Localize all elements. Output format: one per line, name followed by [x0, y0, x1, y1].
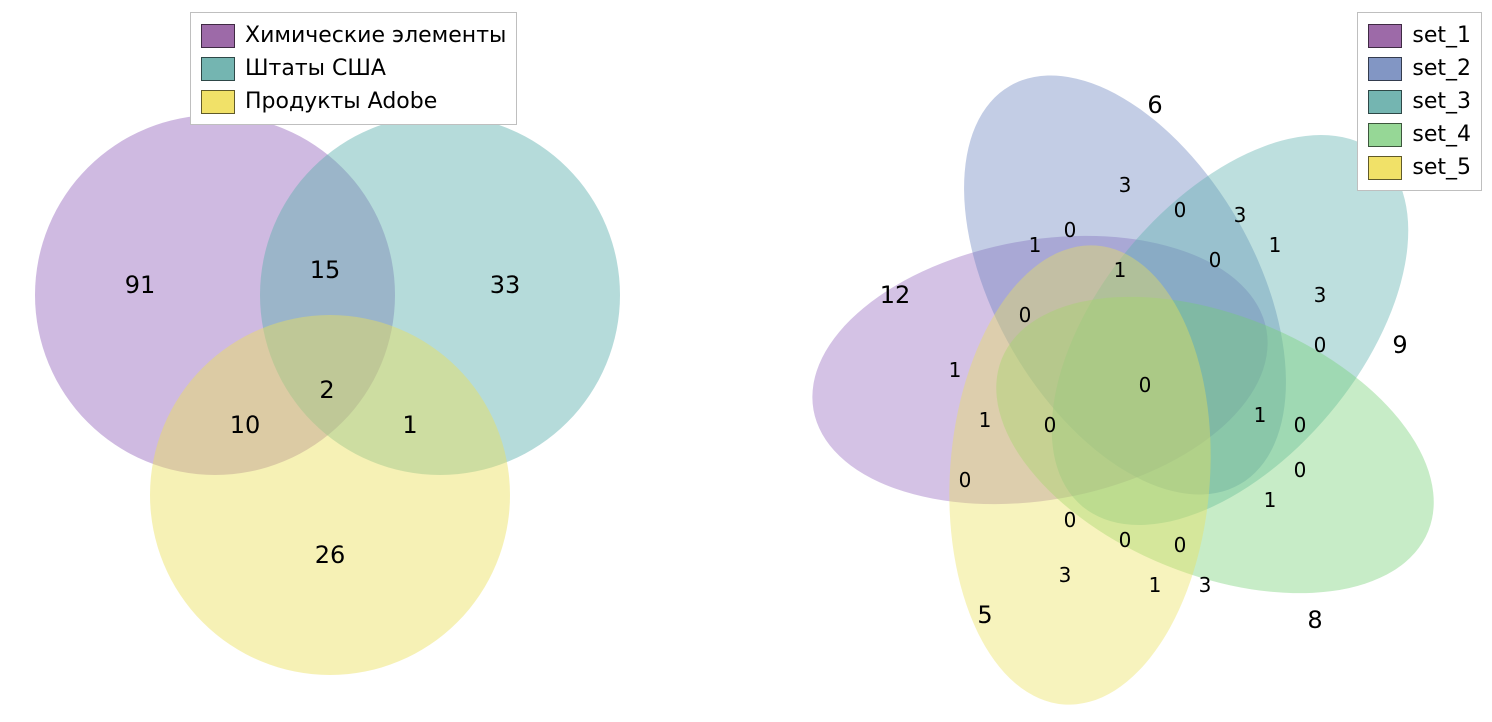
venn5-count: 1	[1254, 403, 1267, 427]
venn5-count: 0	[1064, 508, 1077, 532]
legend-swatch	[201, 24, 235, 48]
legend-item: set_5	[1368, 151, 1471, 184]
venn3-count-AC: 10	[230, 411, 261, 439]
legend-label: Штаты США	[245, 52, 386, 85]
venn5-count: 0	[1174, 198, 1187, 222]
venn5-count: 5	[977, 601, 992, 629]
venn5-count: 3	[1314, 283, 1327, 307]
venn5-count: 0	[1174, 533, 1187, 557]
legend-item: Продукты Adobe	[201, 85, 506, 118]
legend-swatch	[201, 90, 235, 114]
legend-label: set_3	[1412, 85, 1471, 118]
legend-item: set_4	[1368, 118, 1471, 151]
legend-swatch	[201, 57, 235, 81]
legend-swatch	[1368, 24, 1402, 48]
venn5-panel: 63031010112300910101000100031358 set_1se…	[760, 0, 1492, 722]
figure: 913315210126 Химические элементыШтаты СШ…	[0, 0, 1492, 722]
venn5-count: 0	[1294, 413, 1307, 437]
legend-label: Химические элементы	[245, 19, 506, 52]
venn5-count: 1	[1269, 233, 1282, 257]
venn5-count: 3	[1119, 173, 1132, 197]
venn5-count: 0	[1139, 373, 1152, 397]
venn3-count-ABC: 2	[319, 376, 334, 404]
legend-item: set_1	[1368, 19, 1471, 52]
venn5-count: 8	[1307, 606, 1322, 634]
venn5-count: 0	[959, 468, 972, 492]
venn5-count: 0	[1044, 413, 1057, 437]
legend-item: Химические элементы	[201, 19, 506, 52]
venn5-count: 1	[949, 358, 962, 382]
venn3-panel: 91 33 15 2 10 1 26 Химические элементыШтаты СШ…	[0, 0, 700, 722]
venn5-count: 0	[1209, 248, 1222, 272]
venn5-count: 0	[1019, 303, 1032, 327]
venn3-legend: Химические элементыШтаты СШАПродукты Ado…	[190, 12, 517, 125]
venn5-count: 1	[1264, 488, 1277, 512]
venn3-count-BC: 1	[402, 411, 417, 439]
legend-swatch	[1368, 156, 1402, 180]
legend-label: set_4	[1412, 118, 1471, 151]
venn5-count: 1	[1029, 233, 1042, 257]
venn3-count-C: 26	[315, 541, 346, 569]
venn3-circle-C	[150, 315, 510, 675]
venn5-count: 3	[1234, 203, 1247, 227]
venn5-count: 0	[1294, 458, 1307, 482]
venn5-count: 0	[1314, 333, 1327, 357]
venn5-count: 0	[1119, 528, 1132, 552]
venn5-count: 0	[1064, 218, 1077, 242]
venn3-count-AB: 15	[310, 256, 341, 284]
venn3-count-A: 91	[125, 271, 156, 299]
legend-label: set_2	[1412, 52, 1471, 85]
legend-label: set_5	[1412, 151, 1471, 184]
legend-item: set_2	[1368, 52, 1471, 85]
venn5-count: 3	[1059, 563, 1072, 587]
venn5-count: 1	[1114, 258, 1127, 282]
venn5-count: 1	[1149, 573, 1162, 597]
venn5-count: 6	[1147, 91, 1162, 119]
venn5-count: 1	[979, 408, 992, 432]
legend-swatch	[1368, 123, 1402, 147]
venn5-count: 12	[880, 281, 911, 309]
venn5-count: 9	[1392, 331, 1407, 359]
venn5-legend: set_1set_2set_3set_4set_5	[1357, 12, 1482, 191]
legend-label: set_1	[1412, 19, 1471, 52]
venn3-count-B: 33	[490, 271, 521, 299]
legend-item: Штаты США	[201, 52, 506, 85]
legend-item: set_3	[1368, 85, 1471, 118]
legend-swatch	[1368, 90, 1402, 114]
venn5-count: 3	[1199, 573, 1212, 597]
legend-label: Продукты Adobe	[245, 85, 437, 118]
legend-swatch	[1368, 57, 1402, 81]
